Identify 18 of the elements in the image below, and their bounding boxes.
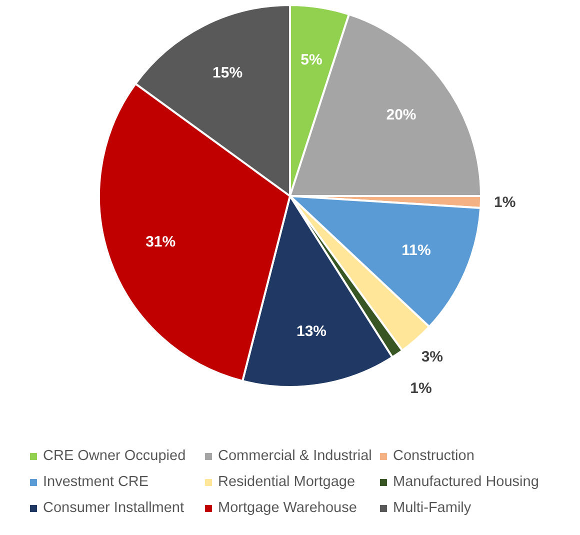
data-label: 13% — [296, 322, 327, 340]
legend-label: Commercial & Industrial — [218, 448, 372, 464]
data-label: 1% — [494, 194, 516, 211]
data-label: 1% — [410, 380, 432, 397]
data-label: 31% — [146, 234, 176, 251]
legend-label: Manufactured Housing — [393, 474, 539, 490]
data-label: 11% — [402, 242, 431, 259]
data-label: 15% — [212, 64, 243, 82]
legend-label: Construction — [393, 448, 474, 464]
legend-label: Mortgage Warehouse — [218, 500, 357, 516]
legend-label: Consumer Installment — [43, 500, 184, 516]
data-label: 3% — [421, 348, 444, 366]
legend-label: Multi-Family — [393, 500, 472, 516]
data-label: 5% — [300, 51, 322, 68]
data-label: 20% — [386, 106, 416, 124]
legend-label: Residential Mortgage — [218, 474, 356, 490]
legend-label: CRE Owner Occupied — [43, 448, 186, 464]
legend-label: Investment CRE — [43, 474, 149, 490]
